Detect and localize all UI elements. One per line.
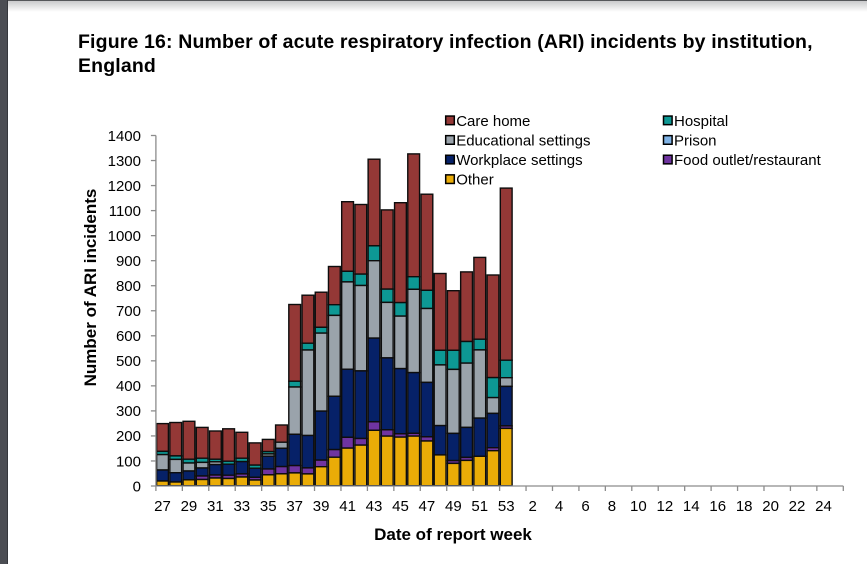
svg-text:1100: 1100 bbox=[109, 203, 141, 220]
svg-text:1200: 1200 bbox=[108, 178, 141, 195]
svg-text:Care home: Care home bbox=[456, 113, 530, 130]
svg-text:47: 47 bbox=[419, 498, 436, 515]
svg-text:14: 14 bbox=[683, 498, 700, 515]
svg-text:700: 700 bbox=[116, 303, 141, 320]
svg-text:33: 33 bbox=[233, 498, 250, 515]
svg-text:300: 300 bbox=[116, 403, 141, 420]
svg-text:900: 900 bbox=[116, 253, 141, 270]
svg-text:4: 4 bbox=[555, 498, 563, 515]
svg-text:1000: 1000 bbox=[108, 228, 141, 245]
svg-text:400: 400 bbox=[116, 378, 141, 395]
svg-text:22: 22 bbox=[789, 498, 806, 515]
svg-text:0: 0 bbox=[133, 478, 141, 495]
svg-text:1400: 1400 bbox=[108, 128, 141, 145]
svg-text:8: 8 bbox=[608, 498, 616, 515]
svg-text:Educational settings: Educational settings bbox=[456, 132, 590, 149]
svg-text:Other: Other bbox=[456, 172, 494, 189]
svg-text:Date of report week: Date of report week bbox=[374, 525, 532, 544]
svg-text:1300: 1300 bbox=[108, 153, 141, 170]
svg-text:43: 43 bbox=[366, 498, 383, 515]
svg-text:53: 53 bbox=[498, 498, 515, 515]
svg-text:Number of ARI incidents: Number of ARI incidents bbox=[81, 189, 100, 387]
svg-text:12: 12 bbox=[656, 498, 673, 515]
svg-text:24: 24 bbox=[815, 498, 832, 515]
svg-text:27: 27 bbox=[154, 498, 171, 515]
svg-text:31: 31 bbox=[207, 498, 224, 515]
svg-text:Workplace settings: Workplace settings bbox=[456, 152, 582, 169]
svg-text:500: 500 bbox=[116, 353, 141, 370]
svg-text:39: 39 bbox=[313, 498, 330, 515]
svg-text:51: 51 bbox=[471, 498, 488, 515]
svg-text:6: 6 bbox=[581, 498, 589, 515]
svg-text:37: 37 bbox=[286, 498, 303, 515]
svg-text:Food outlet/restaurant: Food outlet/restaurant bbox=[674, 152, 822, 169]
svg-text:600: 600 bbox=[116, 328, 141, 345]
svg-text:49: 49 bbox=[445, 498, 462, 515]
svg-text:800: 800 bbox=[116, 278, 141, 295]
svg-text:35: 35 bbox=[260, 498, 277, 515]
svg-text:2: 2 bbox=[528, 498, 536, 515]
svg-text:41: 41 bbox=[339, 498, 356, 515]
svg-text:29: 29 bbox=[181, 498, 198, 515]
svg-text:200: 200 bbox=[116, 428, 141, 445]
svg-text:100: 100 bbox=[116, 453, 141, 470]
svg-text:16: 16 bbox=[709, 498, 726, 515]
svg-text:45: 45 bbox=[392, 498, 409, 515]
svg-text:Hospital: Hospital bbox=[674, 113, 728, 130]
svg-text:18: 18 bbox=[736, 498, 753, 515]
svg-text:10: 10 bbox=[630, 498, 647, 515]
svg-text:Prison: Prison bbox=[674, 132, 717, 149]
svg-text:20: 20 bbox=[762, 498, 779, 515]
